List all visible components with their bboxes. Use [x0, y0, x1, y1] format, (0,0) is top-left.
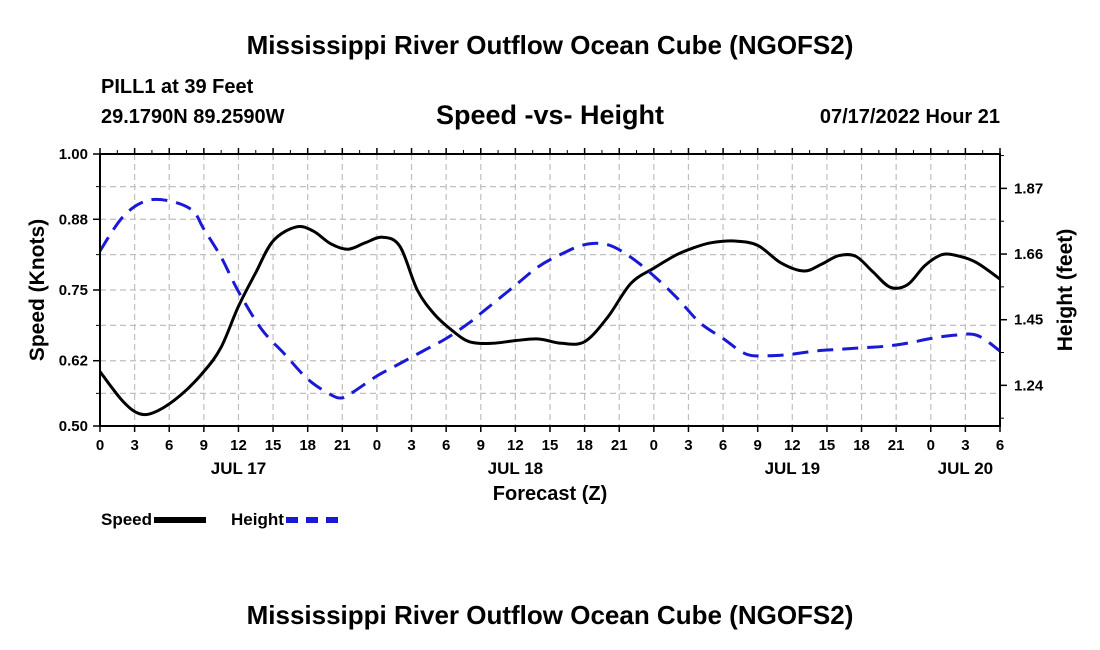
y-tick-label: 0.62 [59, 353, 88, 370]
legend-height: Height [231, 510, 338, 530]
x-tick-label: 6 [719, 437, 727, 454]
y2-tick-label: 1.24 [1014, 377, 1044, 394]
y2-tick-label: 1.87 [1014, 180, 1043, 197]
x-tick-label: 12 [507, 437, 524, 454]
speed-height-chart: 0 3 6 9 12 15 18 21 0 3 6 9 12 15 18 21 0 3 6 9 12 15 18 21 0 3 6 0… [26, 146, 1077, 505]
x-tick-label: 15 [819, 437, 836, 454]
x-tick-label: 18 [299, 437, 316, 454]
legend-speed: Speed [101, 510, 207, 530]
x-tick-label: 6 [996, 437, 1004, 454]
y-tick-label: 0.75 [59, 282, 88, 299]
date-label: JUL 19 [765, 459, 820, 478]
axes: 0 3 6 9 12 15 18 21 0 3 6 9 12 15 18 21 0 3 6 9 12 15 18 21 0 3 6 0… [59, 146, 1044, 478]
y-tick-label: 0.88 [59, 211, 88, 228]
legend-height-label: Height [231, 510, 284, 529]
y2-axis-label: Height (feet) [1054, 229, 1077, 352]
y2-tick-label: 1.45 [1014, 312, 1043, 329]
chart-title: Mississippi River Outflow Ocean Cube (NG… [246, 30, 854, 60]
x-tick-label: 0 [650, 437, 658, 454]
x-tick-label: 3 [684, 437, 692, 454]
x-tick-label: 18 [576, 437, 593, 454]
x-tick-label: 15 [542, 437, 559, 454]
x-tick-label: 9 [200, 437, 208, 454]
date-label: JUL 20 [938, 459, 993, 478]
station-coords: 29.1790N 89.2590W [101, 106, 285, 128]
x-tick-label: 12 [230, 437, 247, 454]
x-tick-label: 6 [442, 437, 450, 454]
chart-subtitle: Speed -vs- Height [435, 100, 665, 130]
x-axis-label: Forecast (Z) [493, 483, 607, 505]
series-layer [98, 197, 1001, 417]
legend-speed-swatch [154, 517, 207, 523]
x-tick-label: 6 [165, 437, 173, 454]
x-tick-label: 21 [888, 437, 905, 454]
x-tick-label: 18 [853, 437, 870, 454]
y-tick-label: 1.00 [59, 146, 88, 163]
x-tick-label: 21 [611, 437, 628, 454]
grid [100, 154, 1000, 426]
forecast-date: 07/17/2022 Hour 21 [819, 106, 1000, 128]
y-tick-label: 0.50 [59, 418, 88, 435]
legend-height-swatch [285, 517, 338, 523]
x-tick-label: 9 [754, 437, 762, 454]
x-tick-label: 0 [96, 437, 104, 454]
x-tick-label: 3 [961, 437, 969, 454]
date-label: JUL 18 [488, 459, 543, 478]
x-tick-label: 3 [130, 437, 138, 454]
station-label: PILL1 at 39 Feet [101, 76, 254, 98]
y2-tick-label: 1.66 [1014, 246, 1043, 263]
x-tick-label: 12 [784, 437, 801, 454]
y-axis-label: Speed (Knots) [26, 219, 49, 361]
speed-series-line [98, 225, 1001, 417]
footer-title: Mississippi River Outflow Ocean Cube (NG… [246, 600, 854, 630]
height-series-line [98, 197, 1001, 400]
x-tick-label: 15 [265, 437, 282, 454]
x-tick-label: 0 [927, 437, 935, 454]
x-tick-label: 21 [334, 437, 351, 454]
x-tick-label: 9 [477, 437, 485, 454]
date-label: JUL 17 [211, 459, 266, 478]
x-tick-label: 3 [407, 437, 415, 454]
x-tick-label: 0 [373, 437, 381, 454]
legend-speed-label: Speed [101, 510, 153, 529]
